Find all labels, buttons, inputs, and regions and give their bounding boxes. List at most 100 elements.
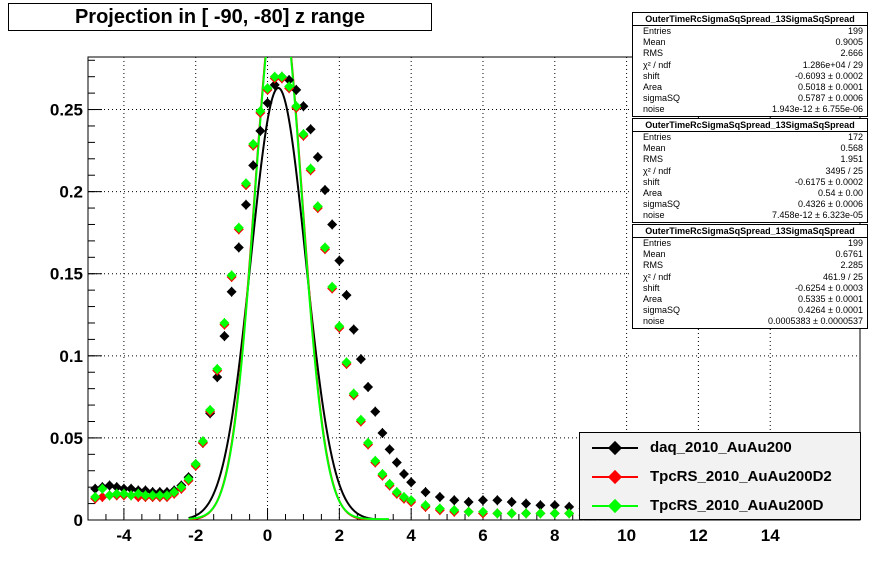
data-point xyxy=(377,469,388,480)
stats-value: 1.951 xyxy=(840,154,863,165)
data-point xyxy=(291,101,302,112)
x-tick-label: 10 xyxy=(617,526,636,545)
data-point xyxy=(420,487,431,498)
stats-row: sigmaSQ 0.4326 ± 0.0006 xyxy=(633,199,867,210)
data-point xyxy=(363,382,374,393)
fit-curve xyxy=(188,86,389,520)
data-point xyxy=(477,506,488,517)
stats-row: sigmaSQ 0.4264 ± 0.0001 xyxy=(633,305,867,316)
data-point xyxy=(327,281,338,292)
data-point xyxy=(535,500,546,511)
stats-value: -0.6254 ± 0.0003 xyxy=(795,282,863,293)
stats-box-title: OuterTimeRcSigmaSqSpread_13SigmaSqSpread xyxy=(633,119,867,132)
x-tick-label: 0 xyxy=(263,526,272,545)
chart-title: Projection in [ -90, -80] z range xyxy=(8,3,432,31)
data-point xyxy=(233,222,244,233)
data-point xyxy=(492,495,503,506)
data-point xyxy=(305,163,316,174)
data-point xyxy=(319,242,330,253)
data-point xyxy=(118,488,129,499)
stats-value: -0.6093 ± 0.0002 xyxy=(795,70,863,81)
data-point xyxy=(111,482,122,493)
data-point xyxy=(248,160,259,171)
stats-value: 2.666 xyxy=(840,48,863,59)
x-tick-label: 14 xyxy=(761,526,780,545)
legend-marker-tpcrs-d2 xyxy=(607,469,623,485)
data-point xyxy=(384,478,395,489)
stats-value: 0.9005 xyxy=(835,37,863,48)
stats-row: Mean 0.568 xyxy=(633,143,867,154)
data-point xyxy=(147,490,158,501)
data-point xyxy=(284,81,295,92)
data-point xyxy=(212,363,223,374)
stats-key: noise xyxy=(643,210,665,221)
data-point xyxy=(276,71,287,82)
stats-key: χ² / ndf xyxy=(643,165,671,176)
data-point xyxy=(477,495,488,506)
y-tick-label: 0.15 xyxy=(50,265,83,284)
data-point xyxy=(205,404,216,415)
data-point xyxy=(183,473,194,484)
stats-value: 0.5018 ± 0.0001 xyxy=(798,81,863,92)
stats-row: Entries 199 xyxy=(633,26,867,37)
data-point xyxy=(334,255,345,266)
data-point xyxy=(219,331,230,342)
data-point xyxy=(355,414,366,425)
x-tick-label: 6 xyxy=(478,526,487,545)
data-point xyxy=(305,124,316,135)
legend-item-daq: daq_2010_AuAu200 xyxy=(580,435,860,461)
data-point xyxy=(104,480,115,491)
y-tick-label: 0.25 xyxy=(50,101,83,120)
x-tick-label: -2 xyxy=(188,526,203,545)
stats-box-title: OuterTimeRcSigmaSqSpread_13SigmaSqSpread xyxy=(633,13,867,26)
data-point xyxy=(312,201,323,212)
stats-key: Mean xyxy=(643,249,666,260)
stats-value: 0.5335 ± 0.0001 xyxy=(798,293,863,304)
data-point xyxy=(434,492,445,503)
x-tick-label: -4 xyxy=(116,526,132,545)
stats-key: shift xyxy=(643,70,660,81)
stats-key: Area xyxy=(643,293,663,304)
data-point xyxy=(398,469,409,480)
data-point xyxy=(549,500,560,511)
stats-value: 0.4326 ± 0.0006 xyxy=(798,199,863,210)
data-point xyxy=(104,490,115,501)
stats-value: 0.6761 xyxy=(835,249,863,260)
legend-item-tpcrs-d: TpcRS_2010_AuAu200D xyxy=(580,493,860,519)
stats-value: 0.568 xyxy=(840,143,863,154)
fit-curve xyxy=(188,57,389,520)
stats-key: Area xyxy=(643,187,663,198)
legend-item-tpcrs-d2: TpcRS_2010_AuAu200D2 xyxy=(580,464,860,490)
stats-value: 0.54 ± 0.00 xyxy=(818,187,863,198)
stats-row: shift -0.6093 ± 0.0002 xyxy=(633,71,867,82)
stats-value: 0.4264 ± 0.0001 xyxy=(798,305,863,316)
data-point xyxy=(240,199,251,210)
stats-value: 1.286e+04 / 29 xyxy=(802,59,863,70)
y-tick-label: 0.05 xyxy=(50,429,83,448)
data-point xyxy=(176,482,187,493)
stats-row: shift -0.6254 ± 0.0003 xyxy=(633,283,867,294)
stats-row: χ² / ndf 1.286e+04 / 29 xyxy=(633,60,867,71)
data-point xyxy=(391,457,402,468)
data-point xyxy=(90,492,101,503)
data-point xyxy=(434,503,445,514)
stats-row: Mean 0.9005 xyxy=(633,37,867,48)
stats-key: χ² / ndf xyxy=(643,59,671,70)
data-point xyxy=(126,483,137,494)
data-point xyxy=(492,508,503,519)
stats-key: noise xyxy=(643,316,665,327)
data-point xyxy=(262,83,273,94)
y-tick-label: 0 xyxy=(74,511,83,530)
data-point xyxy=(420,500,431,511)
x-tick-label: 4 xyxy=(406,526,416,545)
data-point xyxy=(348,388,359,399)
y-tick-label: 0.2 xyxy=(59,183,83,202)
data-point xyxy=(219,317,230,328)
data-point xyxy=(564,508,575,519)
data-point xyxy=(255,106,266,117)
data-point xyxy=(126,490,137,501)
data-point xyxy=(449,505,460,516)
data-point xyxy=(90,483,101,494)
stats-value: 3495 / 25 xyxy=(825,165,863,176)
stats-row: χ² / ndf 3495 / 25 xyxy=(633,166,867,177)
